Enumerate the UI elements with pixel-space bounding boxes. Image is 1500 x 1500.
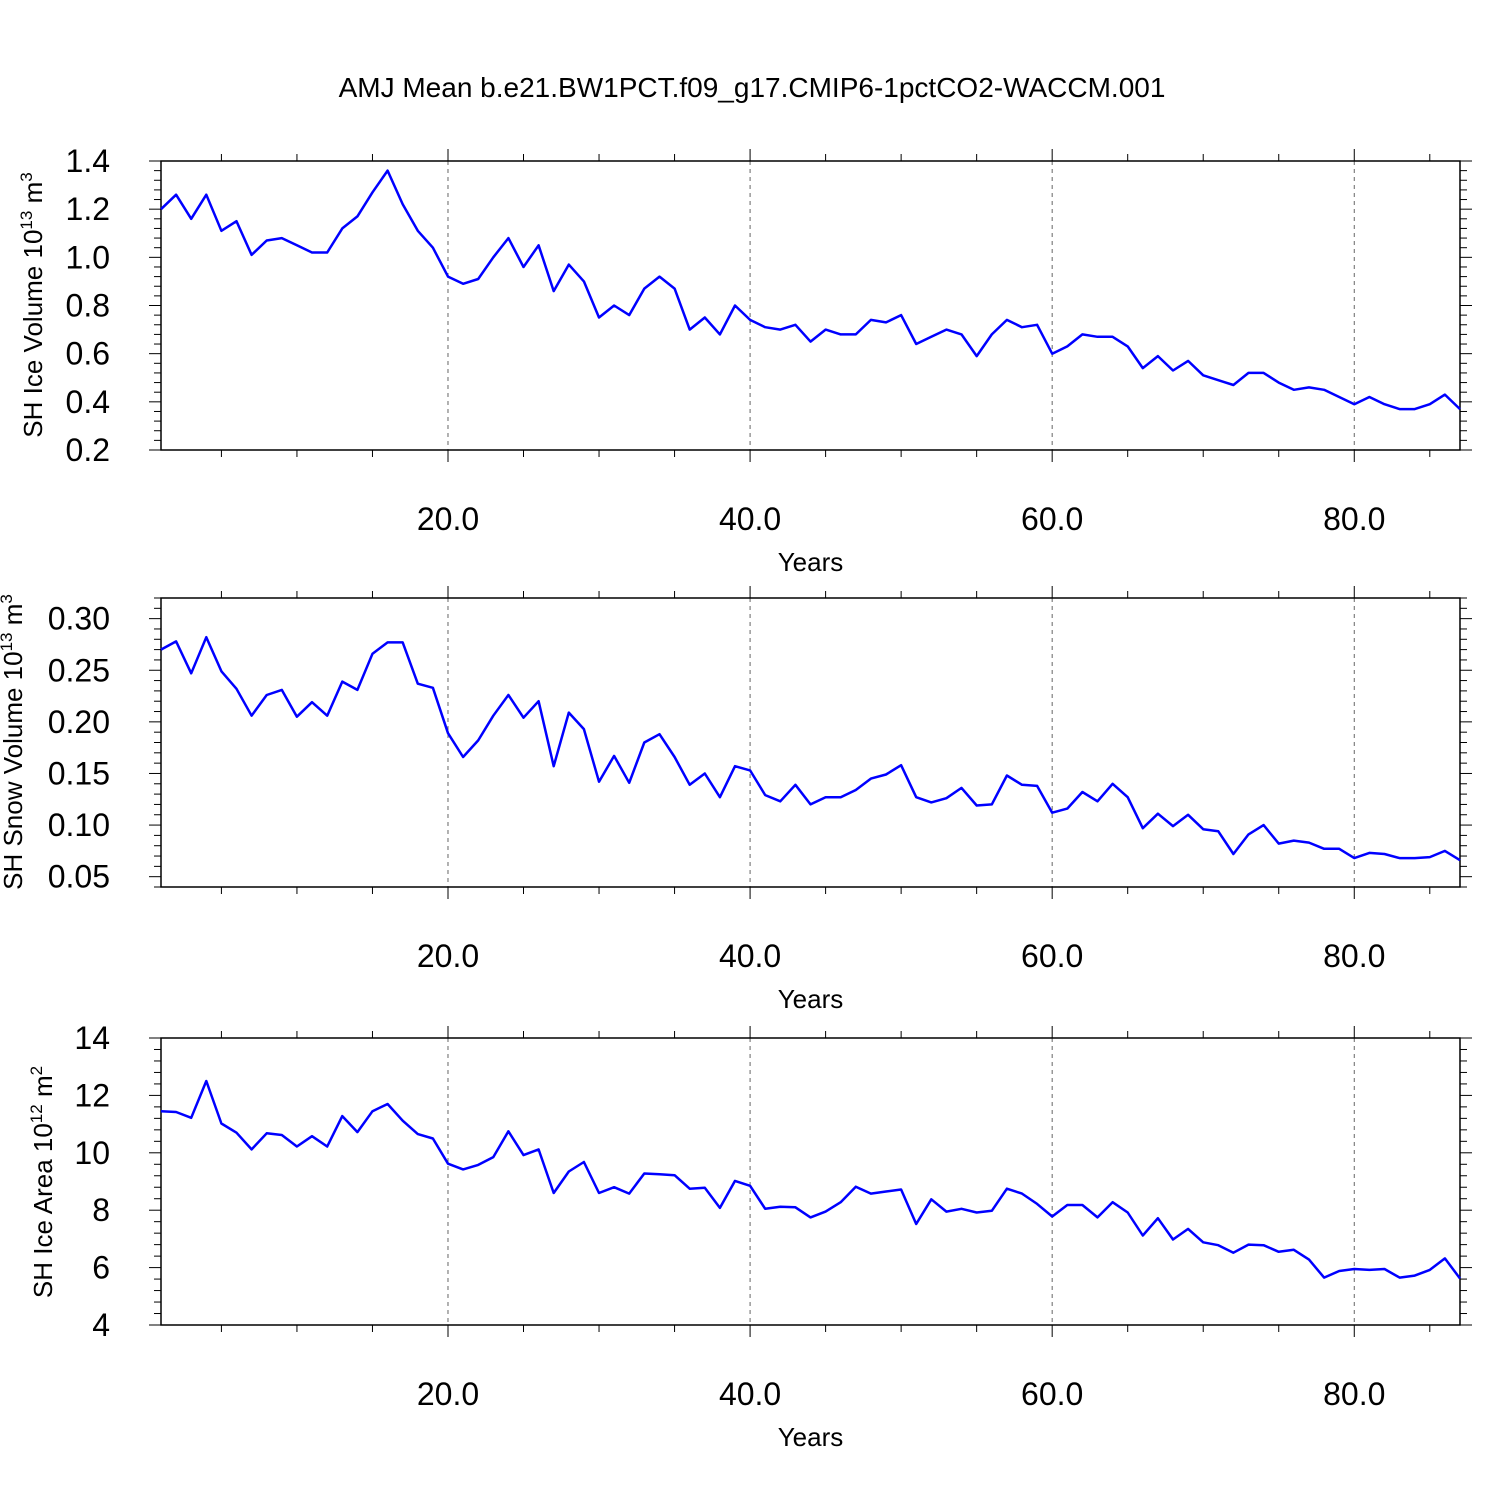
chart-2: 0.05 0.10 0.15 0.20 0.25 0.30 20.0 40.0 60.0 80.0… — [0, 586, 1472, 1014]
chart-2-ytick-label-2: 0.10 — [48, 807, 110, 843]
chart-3: 4 6 8 10 12 14 20.0 40.0 60.0 80.0 Years SH Ice Are… — [27, 1020, 1472, 1452]
chart-2-ytick-label-1: 0.05 — [48, 859, 110, 895]
chart-3-ylabel-text: SH Ice Area 10 — [28, 1123, 58, 1298]
chart-3-frame — [160, 1037, 1461, 1326]
chart-2-ylabel-text: SH Snow Volume 10 — [0, 651, 28, 889]
chart-2-ytick-label-5: 0.25 — [48, 652, 110, 688]
chart-3-ylabel-exponent: 12 — [27, 1104, 46, 1123]
chart-3-ylabel-unit: m — [28, 1075, 58, 1104]
chart-3-ytick-label-3: 8 — [92, 1192, 110, 1228]
chart-3-ylabel-unit-exponent: 2 — [27, 1066, 46, 1075]
chart-2-ytick-label-4: 0.20 — [48, 704, 110, 740]
chart-3-ylabel: SH Ice Area 1012 m2 — [27, 1066, 58, 1298]
chart-2-ylabel-unit: m — [0, 604, 28, 633]
chart-2-xtick-label-1: 20.0 — [417, 938, 479, 974]
chart-1-ylabel: SH Ice Volume 1013 m3 — [17, 172, 48, 437]
chart-1-ytick-label-2: 0.4 — [66, 384, 110, 420]
chart-2-ytick-label-6: 0.30 — [48, 601, 110, 637]
chart-1-xtick-label-2: 40.0 — [719, 501, 781, 537]
chart-1-ylabel-text: SH Ice Volume 10 — [18, 230, 48, 438]
chart-1-xtick-label-1: 20.0 — [417, 501, 479, 537]
chart-1-ytick-label-6: 1.2 — [66, 191, 110, 227]
chart-3-ytick-label-6: 14 — [74, 1020, 110, 1056]
chart-1-ytick-label-5: 1.0 — [66, 239, 110, 275]
chart-3-ytick-label-1: 4 — [92, 1307, 110, 1343]
chart-3-xtick-label-2: 40.0 — [719, 1376, 781, 1412]
chart-1-ytick-label-4: 0.8 — [66, 288, 110, 324]
chart-3-ytick-label-5: 12 — [74, 1077, 110, 1113]
chart-3-ytick-label-4: 10 — [74, 1135, 110, 1171]
chart-2-xtick-label-2: 40.0 — [719, 938, 781, 974]
chart-3-xtick-label-4: 80.0 — [1323, 1376, 1385, 1412]
panels: 0.2 0.4 0.6 0.8 1.0 1.2 1.4 20.0 40.0 60.0 80.0 Yea… — [0, 143, 1472, 1452]
chart-1-series-line — [160, 169, 1461, 411]
chart-1-ylabel-unit-exponent: 3 — [17, 172, 36, 181]
chart-1-ytick-label-7: 1.4 — [66, 143, 110, 179]
chart-2-ylabel: SH Snow Volume 1013 m3 — [0, 594, 28, 890]
chart-3-series-line — [160, 1079, 1461, 1280]
chart-3-ytick-label-2: 6 — [92, 1250, 110, 1286]
chart-1-xlabel: Years — [778, 547, 844, 577]
chart-2-ylabel-unit-exponent: 3 — [0, 594, 16, 603]
chart-1-ytick-label-3: 0.6 — [66, 336, 110, 372]
chart-2-series-line — [160, 635, 1461, 862]
chart-2-ylabel-exponent: 13 — [0, 632, 16, 651]
chart-3-xlabel: Years — [778, 1422, 844, 1452]
chart-1-ylabel-unit: m — [18, 182, 48, 211]
chart-3-xtick-label-1: 20.0 — [417, 1376, 479, 1412]
chart-1-xtick-label-3: 60.0 — [1021, 501, 1083, 537]
chart-1: 0.2 0.4 0.6 0.8 1.0 1.2 1.4 20.0 40.0 60.0 80.0 Yea… — [17, 143, 1472, 577]
chart-1-ytick-label-1: 0.2 — [66, 432, 110, 468]
chart-2-xtick-label-4: 80.0 — [1323, 938, 1385, 974]
figure-title: AMJ Mean b.e21.BW1PCT.f09_g17.CMIP6-1pct… — [339, 72, 1166, 103]
chart-2-xlabel: Years — [778, 984, 844, 1014]
chart-1-ylabel-exponent: 13 — [17, 211, 36, 230]
chart-2-xtick-label-3: 60.0 — [1021, 938, 1083, 974]
chart-2-ytick-label-3: 0.15 — [48, 755, 110, 791]
chart-3-xtick-label-3: 60.0 — [1021, 1376, 1083, 1412]
chart-1-xtick-label-4: 80.0 — [1323, 501, 1385, 537]
